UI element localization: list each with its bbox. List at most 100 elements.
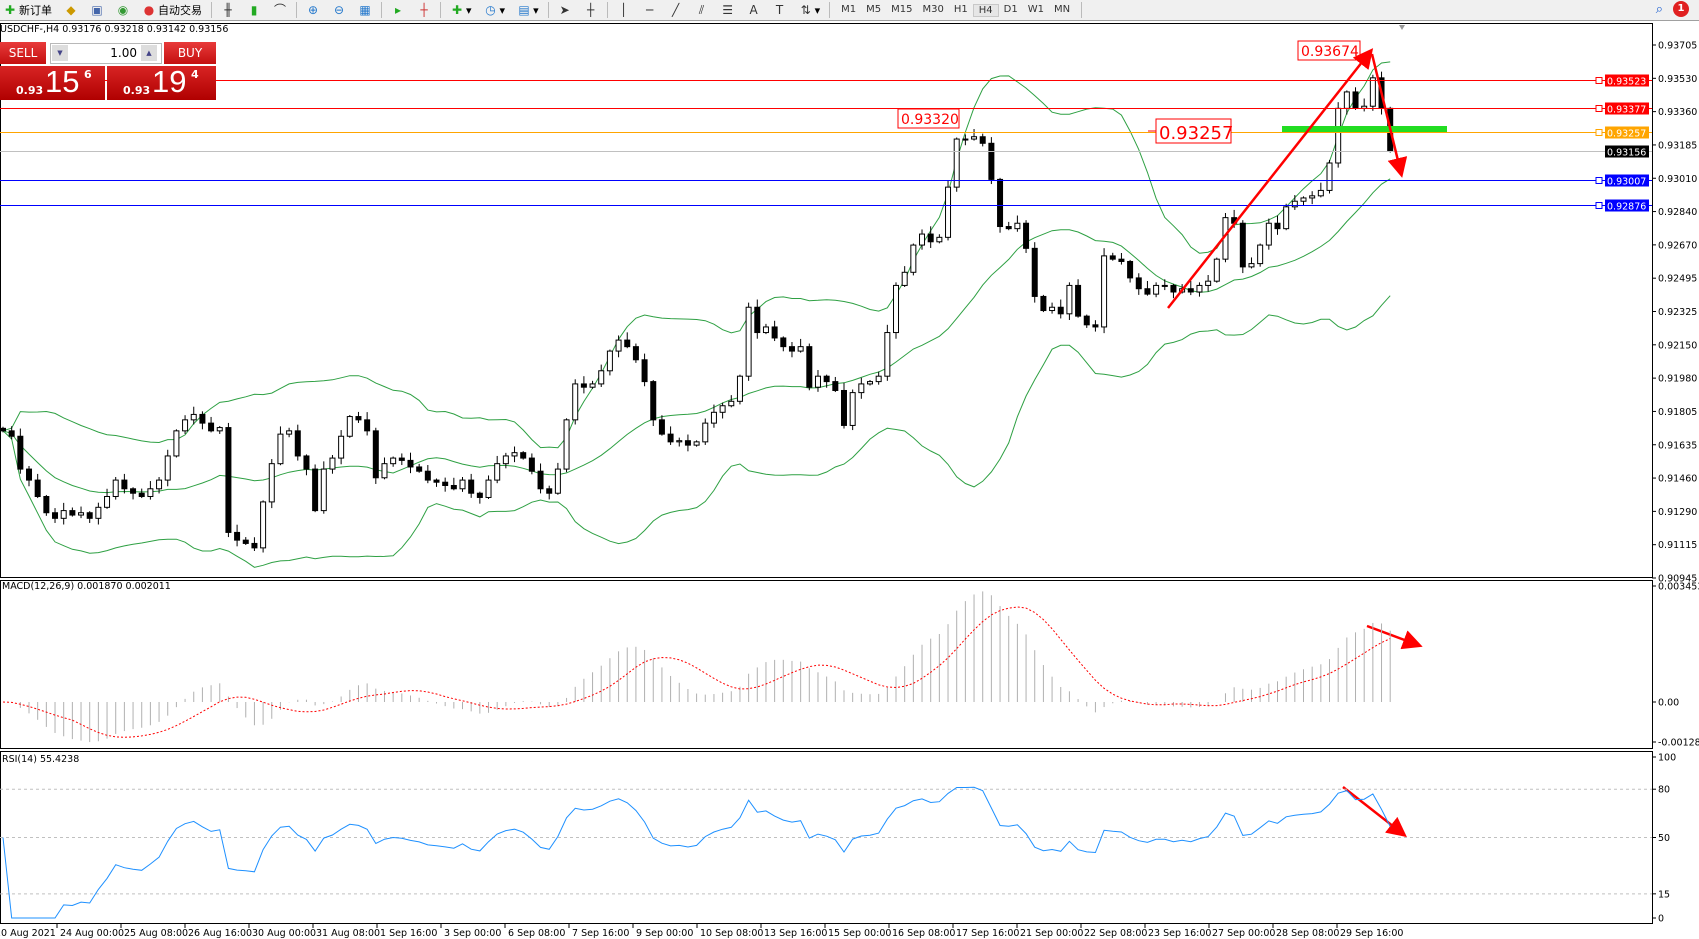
bear-candle-body <box>840 389 847 426</box>
price-level-tag <box>1605 126 1649 139</box>
bear-candle-body <box>1023 222 1030 249</box>
auto-trading-button[interactable]: ● 自动交易 <box>139 1 205 19</box>
buy-price[interactable]: 0.93 19 4 <box>107 64 216 100</box>
line-chart-button[interactable]: ⌒ <box>270 1 290 19</box>
price-level-value: 0.93377 <box>1607 105 1646 116</box>
bear-candle-body <box>650 381 657 421</box>
sell-price[interactable]: 0.93 15 6 <box>0 64 105 100</box>
bear-candle-body <box>667 433 674 443</box>
timeframe-h1[interactable]: H1 <box>953 3 968 15</box>
price-axis-label: 0.93010 <box>1658 174 1697 185</box>
bear-candle-body <box>927 233 934 243</box>
zoom-in-button[interactable]: ⊕ <box>303 1 323 19</box>
bull-candle-body <box>459 479 466 490</box>
candle-chart-button[interactable]: ▮ <box>244 1 264 19</box>
bear-candle-body <box>0 427 6 432</box>
bear-candle-body <box>225 427 232 533</box>
periods-button[interactable]: ◷ ▾ <box>485 3 506 17</box>
chart-shift-button[interactable]: ┼ <box>414 1 434 19</box>
timeframe-m5[interactable]: M5 <box>866 3 882 15</box>
lot-input[interactable] <box>71 45 137 60</box>
timeframe-mn[interactable]: MN <box>1053 3 1071 15</box>
bull-candle-body <box>182 419 189 432</box>
price-level-tag <box>1605 145 1649 158</box>
time-axis-label: 29 Sep 16:00 <box>1340 928 1403 939</box>
high-price-label: 0.93674 <box>1301 44 1359 60</box>
timeframe-m15[interactable]: M15 <box>891 3 913 15</box>
new-order-button[interactable]: ✚ 新订单 <box>0 1 55 19</box>
candle <box>1309 191 1316 205</box>
bear-candle-body <box>69 510 76 516</box>
bear-candle-body <box>1239 222 1246 268</box>
candle <box>1101 248 1108 334</box>
level-handle <box>1595 202 1603 209</box>
macd-signal-line <box>2 606 1391 738</box>
lot-decrease-button[interactable]: ▼ <box>52 45 68 61</box>
bar-chart-button[interactable]: ╫ <box>218 1 238 19</box>
bollinger-upper <box>2 61 1391 449</box>
bear-candle-body <box>398 457 405 461</box>
search-icon[interactable]: ⌕ <box>1655 2 1663 17</box>
price-axis-label: 0.91115 <box>1658 540 1697 551</box>
bear-candle-body <box>823 375 830 383</box>
indicators-button[interactable]: ✚ ▾ <box>451 3 472 17</box>
crosshair-button[interactable]: ┼ <box>581 1 601 19</box>
bull-candle-body <box>1101 255 1108 328</box>
market-watch-button[interactable]: ◆ <box>61 1 81 19</box>
bear-candle-body <box>468 479 475 494</box>
macd-pane <box>0 580 1653 749</box>
separator <box>381 2 382 18</box>
notification-badge[interactable]: 1 <box>1673 1 1689 17</box>
vertical-line-icon: │ <box>619 3 628 17</box>
text-label-button[interactable]: T <box>770 1 790 19</box>
terminal-button[interactable]: ▣ <box>87 1 107 19</box>
bar-chart-icon: ╫ <box>224 3 232 17</box>
candle <box>1083 314 1090 328</box>
tile-windows-button[interactable]: ▦ <box>355 1 375 19</box>
arrows-button[interactable]: ⇅ ▾ <box>800 3 821 17</box>
candle <box>979 133 986 147</box>
sell-button[interactable]: SELL <box>0 42 46 64</box>
bear-candle-body <box>632 346 639 361</box>
autoscroll-button[interactable]: ▸ <box>388 1 408 19</box>
bull-candle-body <box>190 413 197 421</box>
signals-button[interactable]: ◉ <box>113 1 133 19</box>
candle <box>450 477 457 491</box>
timeframe-h4[interactable]: H4 <box>972 3 999 17</box>
buy-button[interactable]: BUY <box>164 42 216 64</box>
candle <box>173 429 180 458</box>
bear-candle-body <box>442 481 449 486</box>
timeframe-m30[interactable]: M30 <box>922 3 944 15</box>
sell-price-prefix: 0.93 <box>16 84 44 97</box>
bull-candle-body <box>1153 284 1160 295</box>
bull-candle-body <box>329 457 336 470</box>
zoom-out-icon: ⊖ <box>333 3 345 17</box>
cursor-button[interactable]: ➤ <box>555 1 575 19</box>
rsi-axis-label: 15 <box>1658 889 1670 900</box>
price-level-value: 0.93257 <box>1607 129 1646 140</box>
timeframe-m1[interactable]: M1 <box>841 3 857 15</box>
time-axis-label: 1 Sep 16:00 <box>380 928 437 939</box>
horizontal-line-button[interactable]: ─ <box>640 1 660 19</box>
vertical-line-button[interactable]: │ <box>614 1 634 19</box>
candle <box>867 380 873 386</box>
timeframe-d1[interactable]: D1 <box>1003 3 1018 15</box>
candle <box>234 524 241 547</box>
fibonacci-button[interactable]: ☰ <box>718 1 738 19</box>
macd-axis-label: 0.003453 <box>1658 582 1699 593</box>
candle <box>1291 195 1298 210</box>
bull-candle-body <box>346 416 353 437</box>
candle <box>1300 196 1307 206</box>
auto-trading-label: 自动交易 <box>158 4 202 17</box>
rsi-axis-label: 50 <box>1658 833 1670 844</box>
text-button[interactable]: A <box>744 1 764 19</box>
zoom-out-button[interactable]: ⊖ <box>329 1 349 19</box>
trendline-button[interactable]: ╱ <box>666 1 686 19</box>
timeframe-w1[interactable]: W1 <box>1027 3 1044 15</box>
candle <box>962 134 969 146</box>
lot-increase-button[interactable]: ▲ <box>141 45 157 61</box>
candle <box>797 338 804 353</box>
templates-button[interactable]: ▤ ▾ <box>518 3 539 17</box>
equidistant-channel-button[interactable]: ⫽ <box>692 1 712 19</box>
